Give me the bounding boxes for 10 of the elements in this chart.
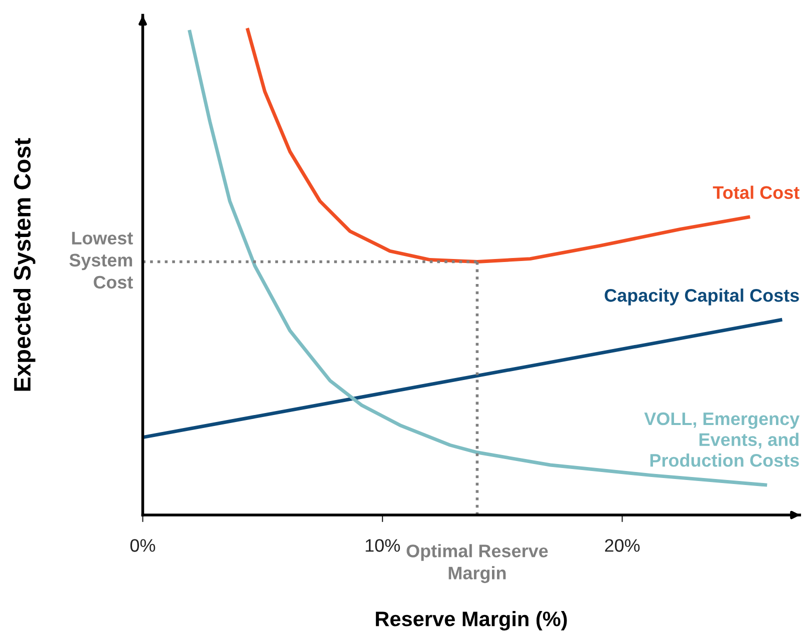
series-label: VOLL, Emergency Events, and Production Costs [644,412,800,467]
x-axis-title: Reserve Margin (%) [376,610,567,630]
x-tick-label: 20% [605,539,640,552]
y-axis-title: Expected System Cost [13,138,36,391]
ref-line-label: Optimal Reserve Margin [406,544,548,584]
x-tick-label: 0% [130,539,156,552]
ref-line-label: Lowest System Cost [69,232,133,289]
series-label: Total Cost [712,186,800,199]
series-label: Capacity Capital Costs [604,288,799,306]
x-tick-label: 10% [366,539,400,552]
